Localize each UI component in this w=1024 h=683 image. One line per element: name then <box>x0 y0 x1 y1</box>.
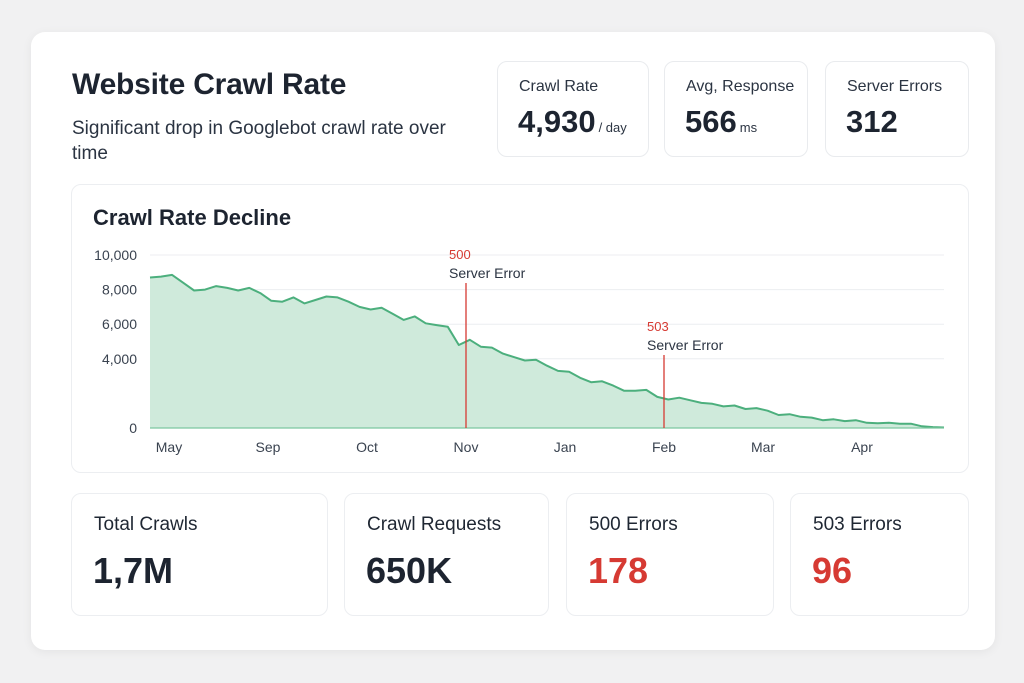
stat-server-errors: Server Errors 312 <box>825 61 969 157</box>
stat-unit: ms <box>739 120 758 135</box>
error-code-label: 503 <box>647 319 669 334</box>
x-tick-label: Nov <box>454 439 479 455</box>
metric-label: 503 Errors <box>813 514 902 535</box>
error-text-label: Server Error <box>449 265 526 281</box>
x-tick-label: Oct <box>356 439 378 455</box>
metric-label: Crawl Requests <box>367 514 502 535</box>
x-tick-label: Mar <box>751 439 775 455</box>
page-subtitle: Significant drop in Googlebot crawl rate… <box>72 118 446 164</box>
stat-crawl-rate: Crawl Rate 4,930/ day <box>497 61 649 157</box>
x-tick-label: May <box>156 439 182 455</box>
error-code-label: 500 <box>449 247 471 262</box>
metric-value: 650K <box>366 550 453 591</box>
series-line <box>149 273 945 429</box>
metric-value: 96 <box>812 550 853 591</box>
page-title: Website Crawl Rate <box>72 68 347 101</box>
y-tick-label: 8,000 <box>102 282 137 298</box>
metric-500-errors: 500 Errors 178 <box>566 493 774 616</box>
stat-label: Server Errors <box>847 78 943 95</box>
y-tick-label: 6,000 <box>102 316 137 332</box>
y-tick-label: 0 <box>129 420 137 436</box>
metric-value: 178 <box>588 550 649 591</box>
series-area <box>150 274 944 428</box>
stat-number: 566 <box>685 104 737 139</box>
crawl-rate-chart: Crawl Rate Decline 0 4,000 6,000 8,000 10,00… <box>71 184 969 473</box>
x-tick-label: Jan <box>554 439 577 455</box>
x-tick-label: Feb <box>652 439 676 455</box>
chart-canvas: 0 4,000 6,000 8,000 10,000 May Sep Oct Nov Jan Feb… <box>94 247 945 455</box>
metric-total-crawls: Total Crawls 1,7M <box>71 493 328 616</box>
y-tick-label: 10,000 <box>94 247 137 263</box>
metric-label: Total Crawls <box>94 514 198 535</box>
metric-label: 500 Errors <box>589 514 678 535</box>
stat-value: 566 ms <box>685 104 757 140</box>
error-text-label: Server Error <box>647 337 724 353</box>
x-tick-label: Sep <box>256 439 281 455</box>
stat-number: 312 <box>846 104 898 139</box>
stat-value: 4,930/ day <box>518 104 627 140</box>
metric-crawl-requests: Crawl Requests 650K <box>344 493 549 616</box>
stat-label: Crawl Rate <box>519 78 599 95</box>
dashboard-card: Website Crawl Rate Significant drop in G… <box>31 32 995 650</box>
y-tick-label: 4,000 <box>102 351 137 367</box>
metric-value: 1,7M <box>93 550 174 591</box>
metric-503-errors: 503 Errors 96 <box>790 493 969 616</box>
stat-unit: / day <box>598 120 627 135</box>
stat-number: 4,930 <box>518 104 596 139</box>
stat-value: 312 <box>846 104 898 140</box>
chart-title: Crawl Rate Decline <box>93 205 292 230</box>
stat-avg-response: Avg, Response 566 ms <box>664 61 808 157</box>
stat-label: Avg, Response <box>686 78 795 95</box>
x-tick-label: Apr <box>851 439 873 455</box>
